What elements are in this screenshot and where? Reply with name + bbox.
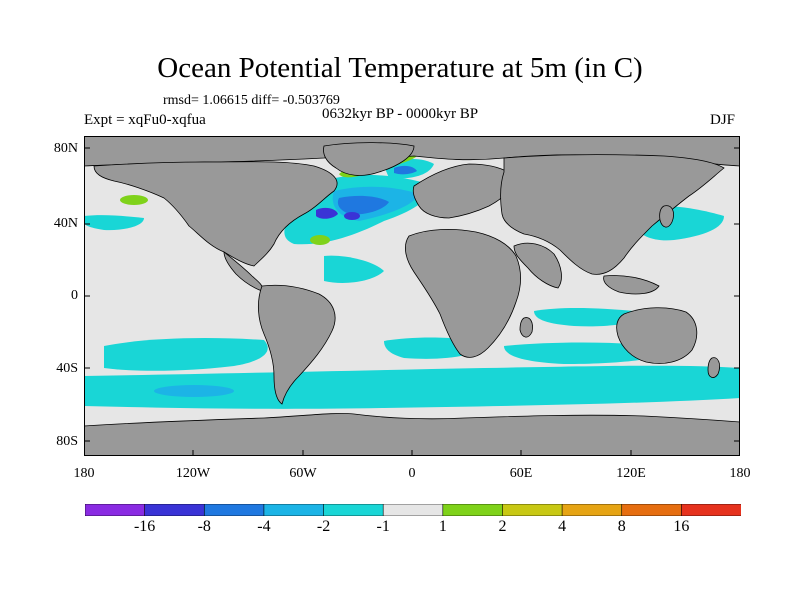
colorbar-segment xyxy=(681,504,741,516)
colorbar-segment xyxy=(621,504,683,516)
colorbar-label: -1 xyxy=(376,518,390,535)
colorbar-segment xyxy=(561,504,623,516)
anomaly-nordic-sea-deep xyxy=(394,165,417,175)
x-label-180-right: 180 xyxy=(729,466,751,481)
anomaly-north-pacific-green xyxy=(120,195,148,205)
anomaly-indian-ocean xyxy=(534,308,644,327)
world-map xyxy=(84,136,740,456)
map-ticks xyxy=(84,147,740,456)
land-new-zealand xyxy=(707,357,720,378)
colorbar-segment xyxy=(442,504,504,516)
land-japan xyxy=(659,205,674,228)
anomaly-mid-atlantic-green xyxy=(310,235,330,245)
x-label-180-left: 180 xyxy=(73,466,95,481)
colorbar-label: -8 xyxy=(197,518,211,535)
land-arabia-india xyxy=(513,242,562,289)
colorbar-label: 16 xyxy=(673,518,690,535)
anomaly-atlantic-tropical xyxy=(324,255,384,283)
x-label-60w: 60W xyxy=(289,466,317,481)
land-madagascar xyxy=(519,317,533,338)
season-label: DJF xyxy=(710,112,736,128)
anomaly-north-atlantic-mid xyxy=(337,195,389,215)
y-label-40n: 40N xyxy=(53,216,78,231)
colorbar-segment xyxy=(203,504,265,516)
y-label-0: 0 xyxy=(71,288,78,303)
colorbar xyxy=(85,504,741,516)
land-greenland xyxy=(323,142,415,176)
land-north-america xyxy=(93,161,338,267)
land-masses xyxy=(84,136,740,456)
x-label-120e: 120E xyxy=(616,466,646,481)
colorbar-segment xyxy=(85,504,146,516)
colorbar-segment xyxy=(323,504,384,516)
colorbar-label: -16 xyxy=(133,518,156,535)
colorbar-segment xyxy=(144,504,206,516)
colorbar-label: 1 xyxy=(438,518,447,535)
anomaly-south-pacific-light xyxy=(154,385,234,397)
stats-text: rmsd= 1.06615 diff= -0.503769 xyxy=(163,93,340,108)
experiment-label: Expt = xqFu0-xqfua xyxy=(84,112,206,128)
anomaly-north-pacific-cyan xyxy=(84,215,144,231)
period-label: 0632kyr BP - 0000kyr BP xyxy=(322,106,479,122)
land-antarctica xyxy=(84,413,740,456)
land-south-america xyxy=(258,284,336,405)
colorbar-label: 8 xyxy=(617,518,626,535)
colorbar-label: 4 xyxy=(558,518,567,535)
map-title: Ocean Potential Temperature at 5m (in C) xyxy=(157,52,643,84)
x-label-120w: 120W xyxy=(175,466,211,481)
land-europe xyxy=(412,163,515,219)
colorbar-label: -2 xyxy=(316,518,331,535)
x-label-0: 0 xyxy=(408,466,416,481)
land-se-asia xyxy=(603,275,660,295)
land-australia xyxy=(616,307,698,364)
y-label-80n: 80N xyxy=(53,141,78,156)
x-label-60e: 60E xyxy=(509,466,533,481)
y-label-40s: 40S xyxy=(56,361,78,376)
colorbar-segment xyxy=(382,504,444,516)
anomaly-north-atlantic-deep xyxy=(316,207,338,219)
anomaly-south-pacific xyxy=(104,338,268,371)
colorbar-label: -4 xyxy=(257,518,271,535)
anomaly-southern-ocean-band xyxy=(84,365,740,409)
land-africa xyxy=(404,228,521,358)
colorbar-label: 2 xyxy=(498,518,507,535)
colorbar-segment xyxy=(502,504,563,516)
colorbar-segment xyxy=(263,504,325,516)
land-asia xyxy=(500,154,725,275)
y-label-80s: 80S xyxy=(56,434,78,449)
anomaly-north-atlantic-deep-2 xyxy=(344,212,360,220)
